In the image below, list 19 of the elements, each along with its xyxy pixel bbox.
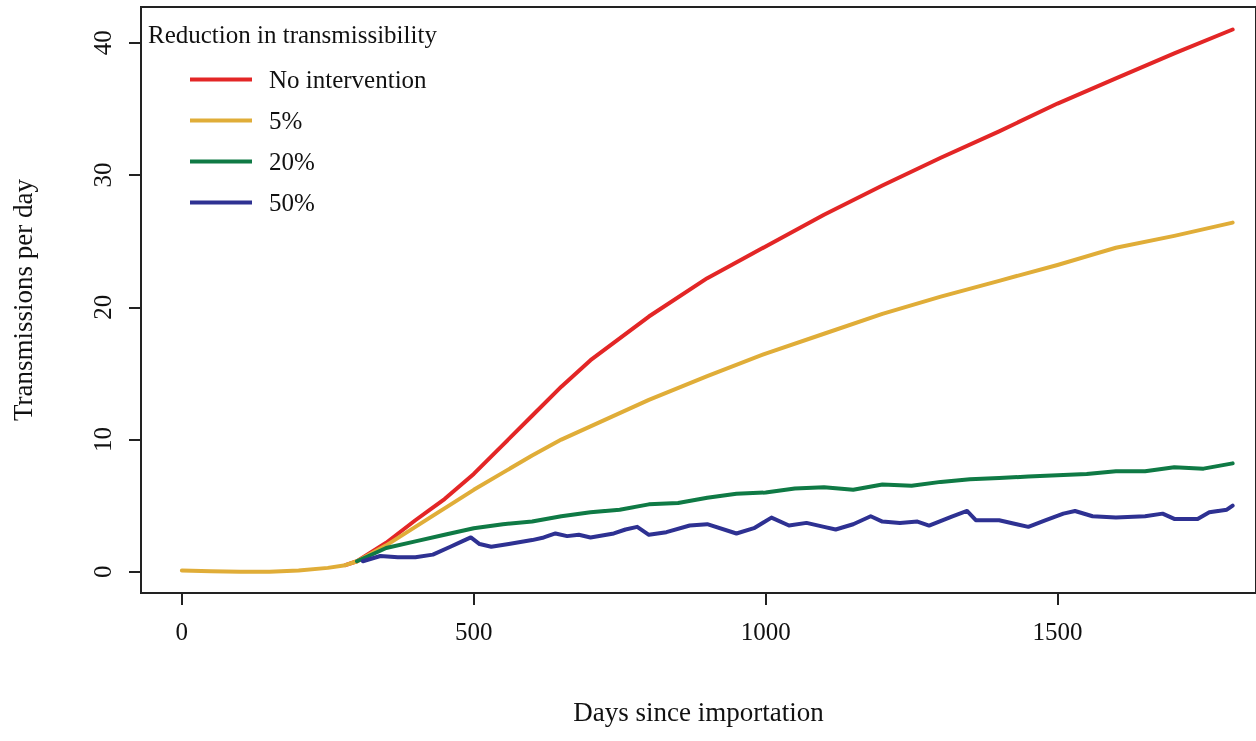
legend-title: Reduction in transmissibility xyxy=(148,21,438,48)
x-tick-label: 1000 xyxy=(740,618,791,645)
legend-label: 20% xyxy=(269,148,315,175)
line-series xyxy=(179,220,1235,574)
x-tick-label: 500 xyxy=(455,618,493,645)
x-axis-title: Days since importation xyxy=(573,696,825,727)
y-tick-label: 30 xyxy=(89,162,116,188)
x-tick-label: 0 xyxy=(175,618,189,645)
y-tick-label: 40 xyxy=(89,30,116,56)
line-series xyxy=(360,503,1235,564)
legend-label: No intervention xyxy=(269,66,428,93)
legend-label: 50% xyxy=(269,189,315,216)
y-tick-label: 10 xyxy=(89,427,116,453)
y-tick-label: 0 xyxy=(89,565,116,579)
line-series xyxy=(354,461,1235,564)
legend-label: 5% xyxy=(269,107,303,134)
x-tick-label: 1500 xyxy=(1032,618,1083,645)
y-axis-title: Transmissions per day xyxy=(7,178,38,422)
y-tick-label: 20 xyxy=(89,294,116,320)
